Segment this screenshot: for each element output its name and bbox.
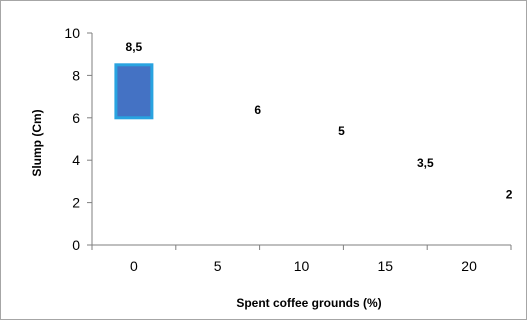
data-label-20: 2	[506, 188, 513, 202]
x-tick-label: 10	[294, 258, 310, 274]
x-tick-label: 0	[130, 258, 138, 274]
x-tick-label: 15	[378, 258, 394, 274]
y-axis-title: Slump (Cm)	[30, 109, 44, 176]
y-tick-label: 8	[72, 67, 80, 83]
data-label-10: 5	[338, 124, 345, 138]
x-tick-label: 5	[214, 258, 222, 274]
data-label-5: 6	[254, 103, 261, 117]
y-tick-label: 0	[72, 237, 80, 253]
y-tick-label: 6	[72, 110, 80, 126]
y-tick-label: 2	[72, 195, 80, 211]
x-axis-title: Spent coffee grounds (%)	[236, 296, 381, 310]
x-axis: 0 5 10 15 20	[91, 244, 512, 274]
x-tick-label: 20	[461, 258, 477, 274]
y-axis: 0 2 4 6 8 10	[64, 25, 93, 253]
y-tick-label: 4	[72, 152, 80, 168]
data-label-15: 3,5	[417, 156, 434, 170]
data-labels: 8,5 6 5 3,5 2	[126, 40, 513, 202]
bars	[114, 63, 154, 120]
bar-0	[114, 63, 154, 120]
data-label-0: 8,5	[126, 40, 143, 54]
y-tick-label: 10	[64, 25, 80, 41]
